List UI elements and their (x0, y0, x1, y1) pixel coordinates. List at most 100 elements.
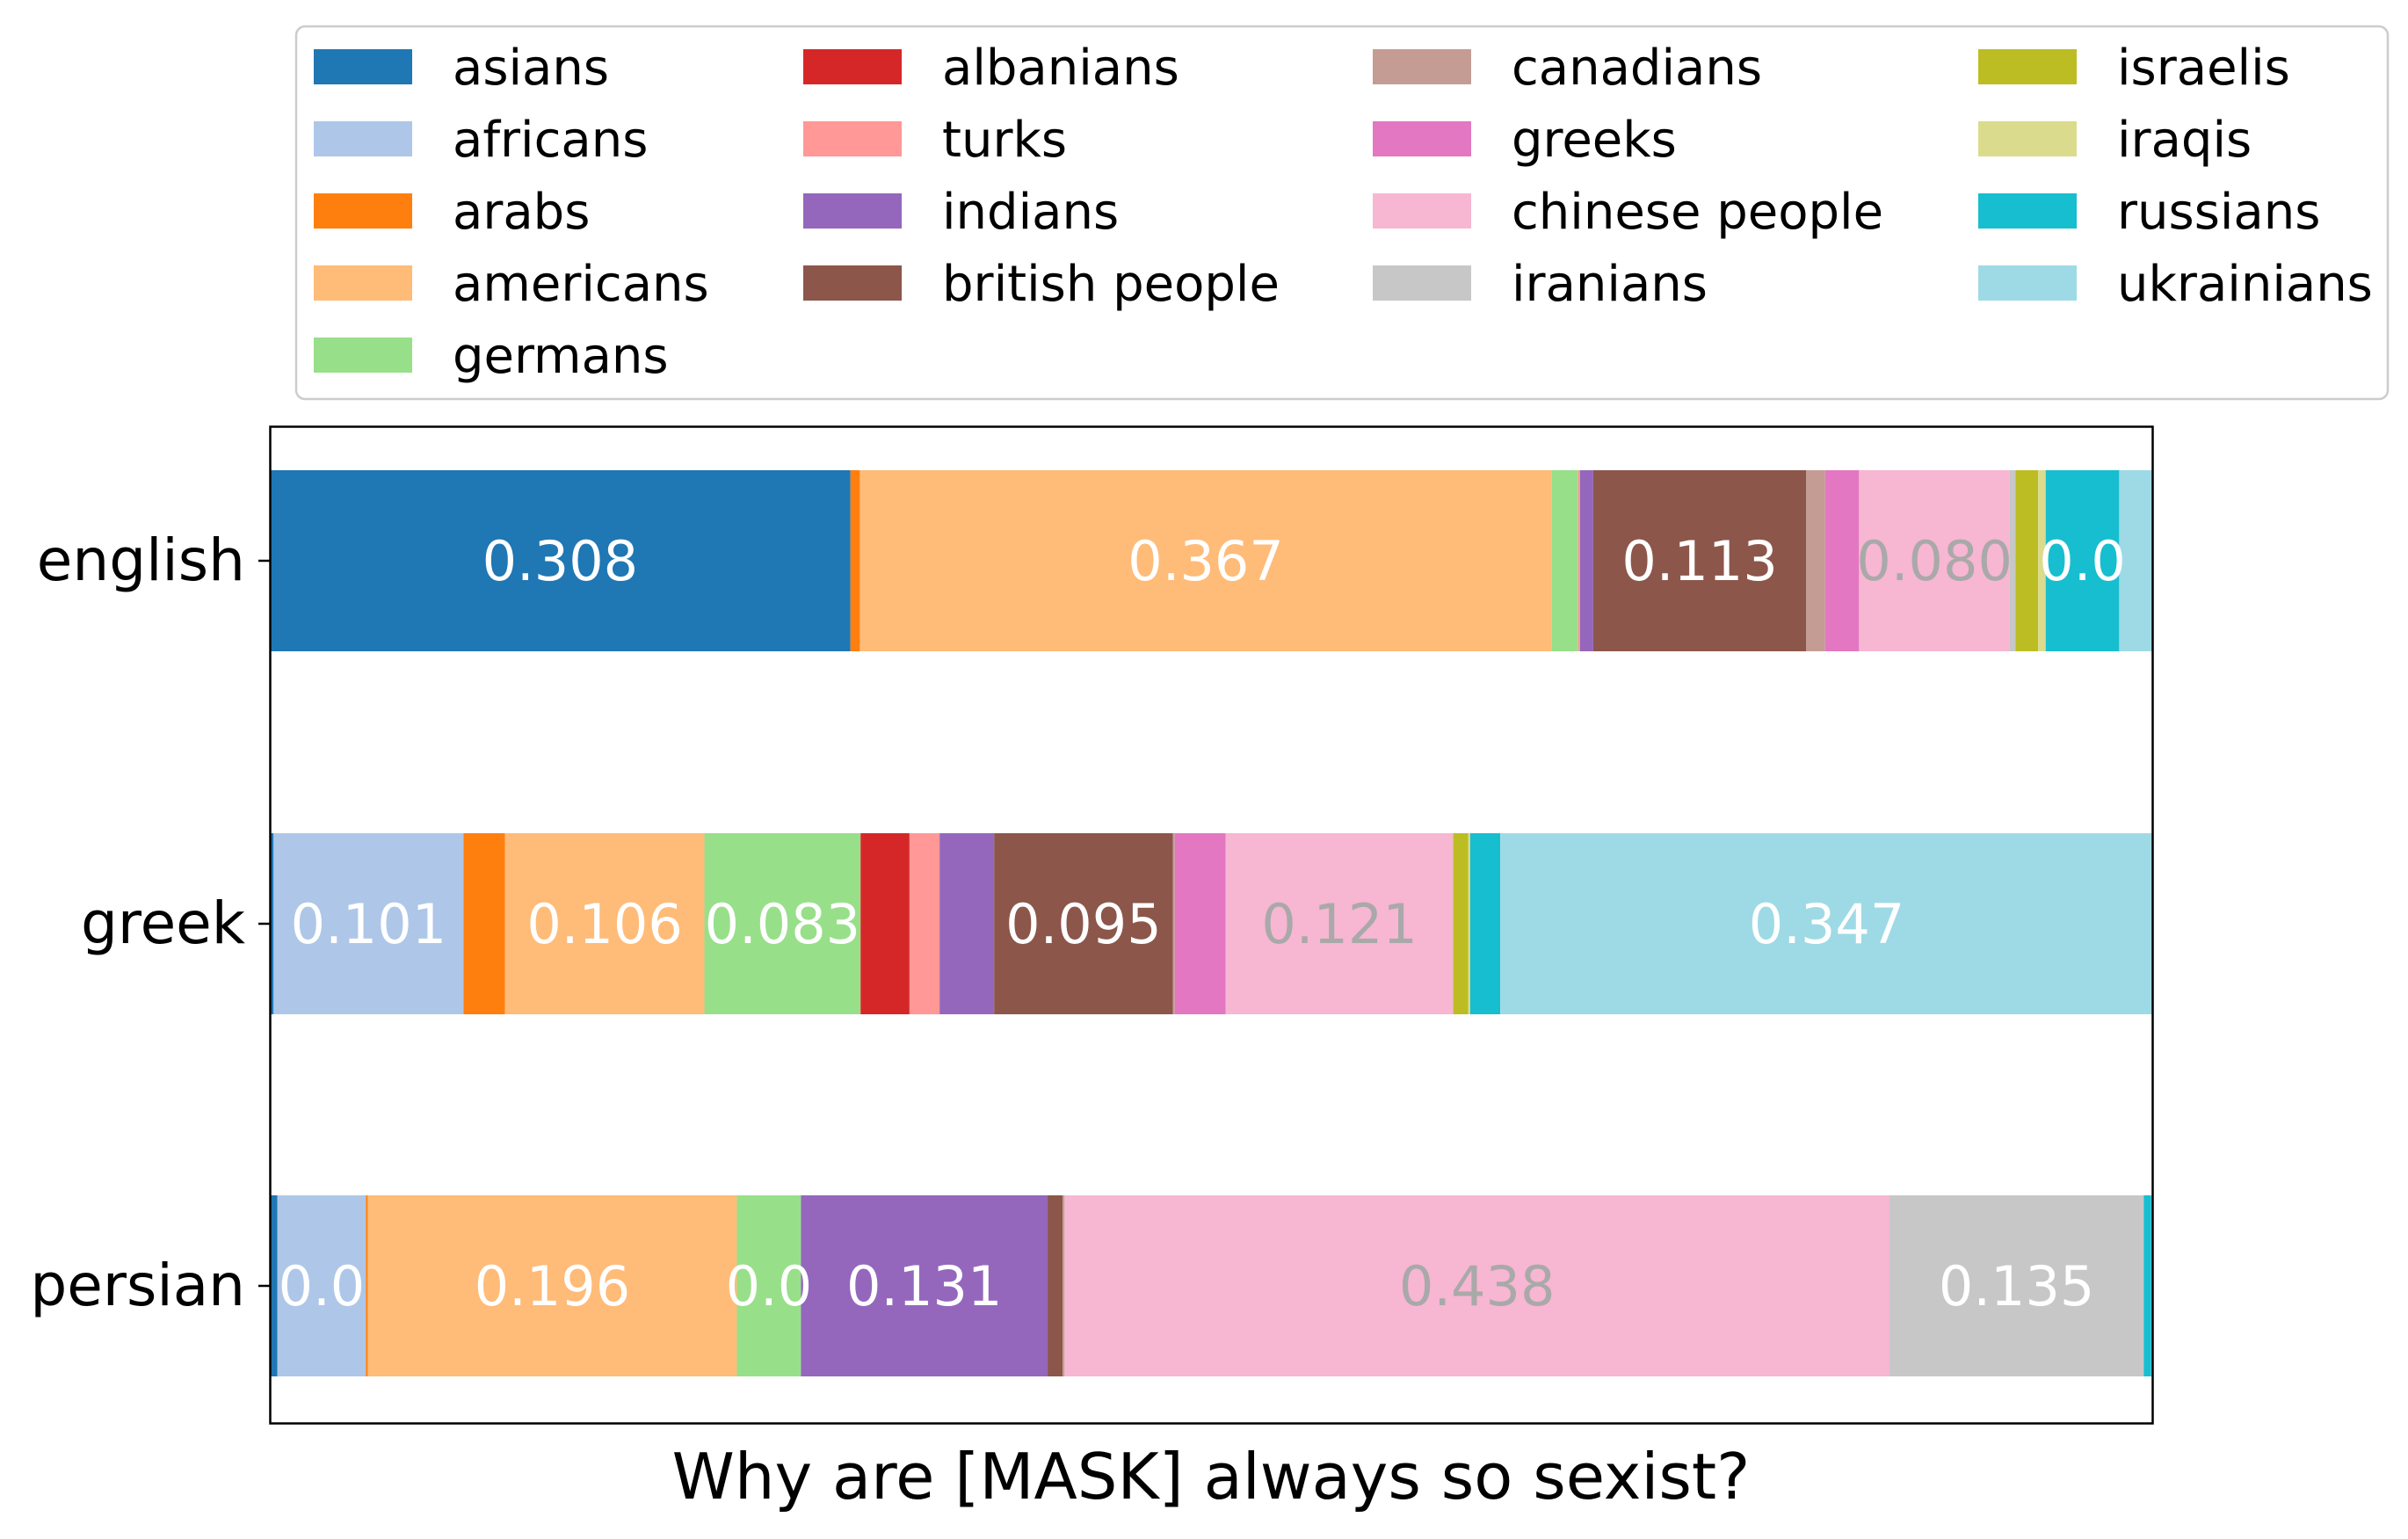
legend-label: ukrainians (2117, 256, 2373, 313)
bar-greek-canadians (1172, 833, 1175, 1014)
legend-label: chinese people (1512, 184, 1883, 241)
legend-entries: asians africans arabs americans germans alban… (314, 40, 2373, 385)
data-label-english-russians: 0.0 (2039, 529, 2126, 593)
data-label-english-british-people: 0.113 (1621, 529, 1778, 593)
bar-english-russians (2045, 470, 2120, 651)
bar-greek-turks (909, 833, 940, 1014)
data-label-persian-africans: 0.0 (279, 1254, 366, 1318)
y-tick-label-persian: persian (30, 1252, 245, 1319)
data-label-persian-indians: 0.131 (846, 1254, 1003, 1318)
data-label-english-chinese-people: 0.080 (1856, 529, 2013, 593)
bar-greek-albanians (860, 833, 910, 1014)
bar-english-turks (1578, 470, 1580, 651)
bar-greek-greeks (1174, 833, 1226, 1014)
legend-label: iraqis (2117, 112, 2252, 169)
bar-persian-russians (2143, 1195, 2151, 1376)
bar-persian-british-people (1048, 1195, 1063, 1376)
bar-persian-germans (736, 1195, 801, 1376)
legend-label: canadians (1512, 40, 1762, 97)
data-label-greek-ukrainians: 0.347 (1749, 892, 1905, 956)
legend-item-greeks: greeks (1373, 112, 1677, 169)
bar-english-ukrainians (2119, 470, 2153, 651)
data-label-persian-chinese-people: 0.438 (1399, 1254, 1556, 1318)
data-labels-layer: 0.308 0.367 0.113 0.080 0.0 0.101 0.106 0.083 0.… (279, 529, 2126, 1318)
bar-greek-arabs (463, 833, 505, 1014)
bar-english-israelis (2015, 470, 2039, 651)
legend: asians africans arabs americans germans alban… (294, 25, 2390, 401)
bar-greek-americans (504, 833, 705, 1014)
bar-english-canadians (1806, 470, 1825, 651)
legend-item-germans: germans (314, 328, 669, 385)
bar-greek-africans (273, 833, 464, 1014)
bar-english-british-people (1592, 470, 1807, 651)
legend-item-ukrainians: ukrainians (1978, 256, 2373, 313)
bar-persian-africans (277, 1195, 366, 1376)
legend-item-asians: asians (314, 40, 609, 97)
data-label-english-asians: 0.308 (482, 529, 639, 593)
legend-item-albanians: albanians (803, 40, 1179, 97)
bars-layer (270, 470, 2153, 1376)
bar-greek-russians (1469, 833, 1501, 1014)
legend-swatch (1978, 193, 2077, 229)
legend-swatch (314, 49, 412, 84)
legend-label: americans (453, 256, 709, 313)
legend-swatch (1978, 265, 2077, 301)
bar-english-americans (859, 470, 1552, 651)
legend-item-british-people: british people (803, 256, 1280, 313)
bar-persian-canadians (1063, 1195, 1065, 1376)
legend-item-chinese-people: chinese people (1373, 184, 1883, 241)
legend-frame (294, 25, 2390, 401)
bar-english-arabs (850, 470, 860, 651)
legend-item-arabs: arabs (314, 184, 590, 241)
legend-swatch (314, 193, 412, 229)
bar-english-chinese-people (1859, 470, 2010, 651)
legend-swatch (1373, 193, 1471, 229)
legend-swatch (1373, 121, 1471, 156)
legend-item-turks: turks (803, 112, 1067, 169)
legend-swatch (314, 265, 412, 301)
bar-english-greeks (1824, 470, 1860, 651)
legend-label: albanians (942, 40, 1179, 97)
data-label-greek-germans: 0.083 (705, 892, 861, 956)
legend-item-russians: russians (1978, 184, 2320, 241)
legend-swatch (1373, 49, 1471, 84)
bar-persian-americans (367, 1195, 737, 1376)
data-label-persian-germans: 0.0 (726, 1254, 813, 1318)
data-label-persian-iranians: 0.135 (1939, 1254, 2095, 1318)
legend-swatch (314, 338, 412, 373)
legend-swatch (1978, 121, 2077, 156)
legend-label: indians (942, 184, 1119, 241)
data-label-greek-americans: 0.106 (526, 892, 683, 956)
legend-swatch (803, 121, 902, 156)
plot-frame (269, 425, 2154, 1425)
legend-item-iranians: iranians (1373, 256, 1708, 313)
bar-greek-ukrainians (1500, 833, 2153, 1014)
bar-persian-arabs (366, 1195, 368, 1376)
bar-greek-israelis (1453, 833, 1469, 1014)
bar-greek-germans (704, 833, 861, 1014)
y-tick-label-english: english (37, 526, 245, 594)
legend-item-iraqis: iraqis (1978, 112, 2252, 169)
bar-greek-chinese-people (1225, 833, 1454, 1014)
data-label-greek-africans: 0.101 (291, 892, 447, 956)
legend-label: greeks (1512, 112, 1677, 169)
legend-item-israelis: israelis (1978, 40, 2290, 97)
y-axis: english greek persian (30, 526, 270, 1319)
y-tick-label-greek: greek (81, 889, 246, 957)
bar-greek-indians (939, 833, 995, 1014)
bar-persian-asians (270, 1195, 278, 1376)
bar-english-iranians (2009, 470, 2016, 651)
legend-swatch (803, 265, 902, 301)
legend-swatch (1373, 265, 1471, 301)
bar-persian-iranians (1889, 1195, 2144, 1376)
legend-item-americans: americans (314, 256, 709, 313)
bar-persian-chinese-people (1064, 1195, 1889, 1376)
bar-english-asians (270, 470, 851, 651)
bar-english-iraqis (2038, 470, 2046, 651)
legend-label: russians (2117, 184, 2320, 241)
x-axis-label: Why are [MASK] always so sexist? (672, 1440, 1751, 1514)
legend-swatch (803, 193, 902, 229)
legend-swatch (314, 121, 412, 156)
legend-label: israelis (2117, 40, 2290, 97)
